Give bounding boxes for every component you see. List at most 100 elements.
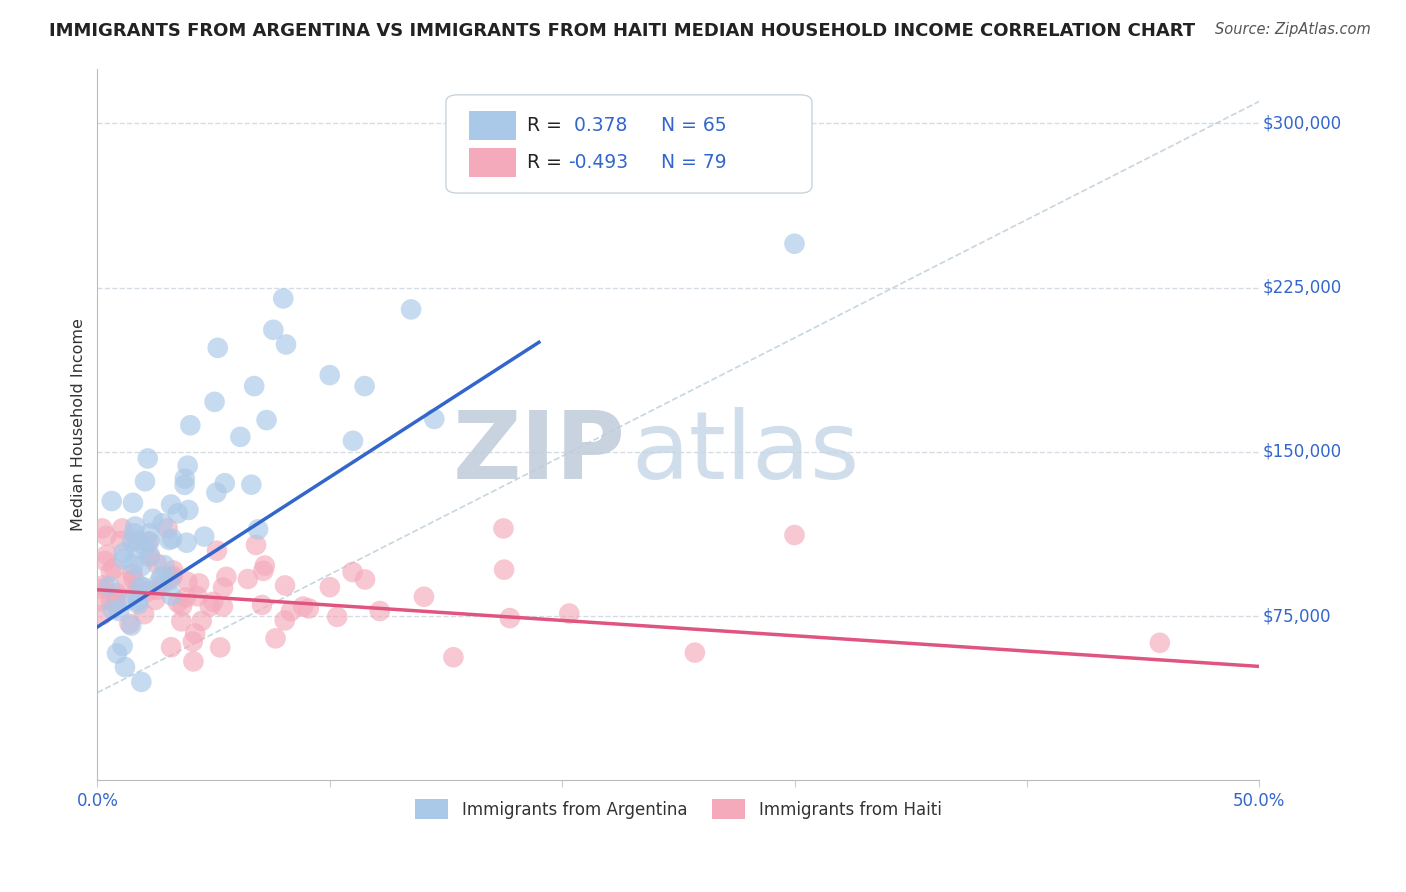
Point <box>132 581 155 595</box>
Point <box>129 579 152 593</box>
Point <box>256 413 278 427</box>
Point <box>160 640 183 655</box>
Point <box>423 412 446 426</box>
Point <box>125 541 148 556</box>
Point <box>125 587 148 601</box>
Point <box>90 582 112 596</box>
Point <box>122 572 145 586</box>
Point <box>188 576 211 591</box>
Point <box>150 569 173 583</box>
Point <box>326 610 349 624</box>
Point <box>558 607 581 621</box>
Point <box>152 516 174 531</box>
Point <box>202 595 225 609</box>
Point <box>160 498 183 512</box>
Point <box>264 632 287 646</box>
Point <box>245 538 267 552</box>
Point <box>205 485 228 500</box>
Point <box>176 574 198 589</box>
Point <box>236 572 259 586</box>
Point <box>214 476 236 491</box>
Point <box>179 418 201 433</box>
Point <box>181 634 204 648</box>
Text: $75,000: $75,000 <box>1263 607 1331 625</box>
Point <box>342 434 364 448</box>
Point <box>253 558 276 573</box>
Point <box>319 580 342 594</box>
Point <box>142 512 165 526</box>
Point <box>354 573 377 587</box>
Point <box>134 475 156 489</box>
Y-axis label: Median Household Income: Median Household Income <box>72 318 86 531</box>
Point <box>138 534 160 549</box>
Point <box>139 526 162 541</box>
Text: $300,000: $300,000 <box>1263 114 1341 132</box>
Point <box>198 599 221 614</box>
Text: R =: R = <box>527 153 568 172</box>
Bar <box>470 112 516 140</box>
Point <box>122 558 145 572</box>
Point <box>209 640 232 655</box>
Text: 0.378: 0.378 <box>568 116 627 135</box>
Point <box>118 616 141 631</box>
Point <box>134 541 156 555</box>
Point <box>399 302 422 317</box>
Point <box>177 503 200 517</box>
Point <box>101 602 124 616</box>
Point <box>104 591 127 605</box>
Point <box>186 589 208 603</box>
Point <box>262 323 284 337</box>
Point <box>96 529 118 543</box>
Point <box>274 614 297 628</box>
Point <box>176 535 198 549</box>
Point <box>122 496 145 510</box>
Point <box>159 570 181 584</box>
Point <box>100 593 122 607</box>
Point <box>413 590 436 604</box>
Text: -0.493: -0.493 <box>568 153 628 172</box>
Point <box>298 601 321 615</box>
Point <box>121 566 143 581</box>
Point <box>274 578 297 592</box>
Point <box>204 395 226 409</box>
Point <box>115 574 138 589</box>
Point <box>162 564 184 578</box>
Point <box>111 521 134 535</box>
Point <box>683 646 706 660</box>
Point <box>271 292 294 306</box>
Point <box>176 458 198 473</box>
Point <box>160 589 183 603</box>
Point <box>91 607 114 622</box>
Point <box>193 530 215 544</box>
Point <box>143 593 166 607</box>
Text: R =: R = <box>527 116 568 135</box>
Point <box>184 626 207 640</box>
Point <box>139 549 162 564</box>
Text: ZIP: ZIP <box>453 407 626 499</box>
Point <box>96 548 118 562</box>
Point <box>274 337 297 351</box>
Point <box>205 543 228 558</box>
Point <box>108 604 131 618</box>
Point <box>240 477 263 491</box>
Point <box>170 615 193 629</box>
Point <box>1149 636 1171 650</box>
Point <box>229 430 252 444</box>
Point <box>252 564 274 578</box>
Point <box>172 599 194 613</box>
Point <box>368 604 391 618</box>
Text: $150,000: $150,000 <box>1263 442 1341 461</box>
Point <box>91 521 114 535</box>
Point <box>160 532 183 546</box>
Point <box>121 535 143 549</box>
Point <box>292 599 315 614</box>
FancyBboxPatch shape <box>446 95 811 193</box>
Point <box>89 594 111 608</box>
Point <box>148 574 170 589</box>
Point <box>783 236 806 251</box>
Point <box>136 584 159 599</box>
Text: N = 65: N = 65 <box>661 116 727 135</box>
Point <box>100 494 122 508</box>
Point <box>162 569 184 583</box>
Point <box>243 379 266 393</box>
